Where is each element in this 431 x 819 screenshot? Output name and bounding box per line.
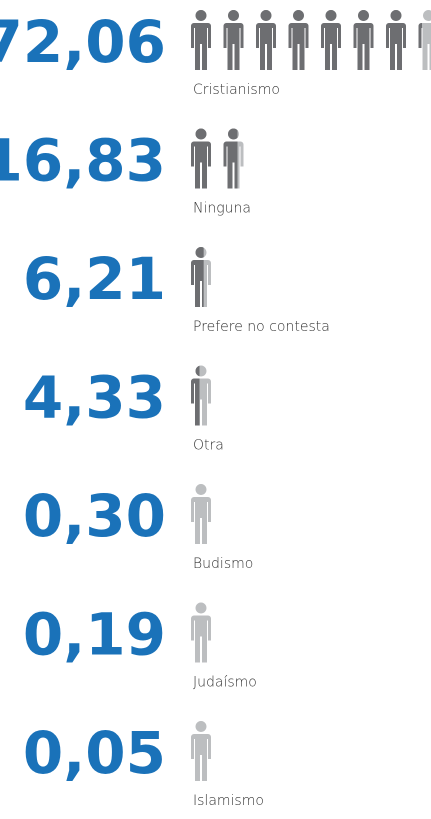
category-label: Judaísmo xyxy=(193,675,257,691)
person-empty xyxy=(191,721,211,781)
category-label: Prefere no contesta xyxy=(193,319,330,335)
person-icon xyxy=(256,10,276,70)
value-label: 6,21 xyxy=(23,245,166,313)
person-icon xyxy=(223,128,244,189)
person-icon xyxy=(353,10,374,70)
person-icon xyxy=(191,721,211,781)
category-label: Otra xyxy=(193,438,224,454)
value-label: 0,19 xyxy=(23,601,166,669)
person-filled xyxy=(288,10,309,70)
person-icon xyxy=(191,365,211,426)
person-icon xyxy=(288,10,309,70)
person-filled xyxy=(256,10,276,70)
person-icon xyxy=(191,128,211,189)
person-icon xyxy=(418,10,431,70)
person-icon xyxy=(321,10,341,70)
person-icon xyxy=(386,10,406,70)
person-filled xyxy=(386,10,406,70)
category-label: Ninguna xyxy=(193,201,251,217)
person-icon xyxy=(191,484,211,544)
person-empty xyxy=(191,602,211,663)
value-label: 72,06 xyxy=(0,8,166,76)
person-icon xyxy=(191,247,211,307)
category-label: Cristianismo xyxy=(193,82,280,98)
person-icon xyxy=(191,10,211,70)
category-label: Islamismo xyxy=(193,793,264,809)
person-filled xyxy=(191,128,211,189)
category-label: Budismo xyxy=(193,556,253,572)
person-icon xyxy=(191,602,211,663)
person-empty xyxy=(191,484,211,544)
person-filled xyxy=(191,10,211,70)
person-filled xyxy=(353,10,374,70)
value-label: 0,05 xyxy=(23,719,166,787)
person-filled xyxy=(321,10,341,70)
person-icon xyxy=(223,10,244,70)
person-filled xyxy=(223,10,244,70)
value-label: 16,83 xyxy=(0,127,166,195)
value-label: 0,30 xyxy=(23,482,166,550)
value-label: 4,33 xyxy=(23,364,166,432)
